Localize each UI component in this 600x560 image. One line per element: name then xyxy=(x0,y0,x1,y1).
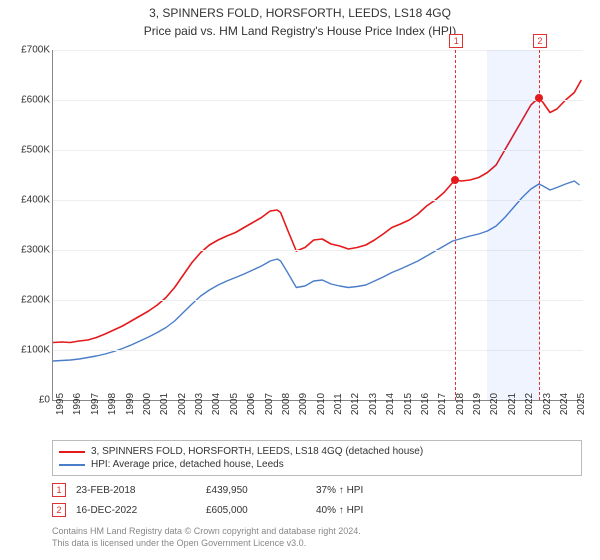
x-tick-label: 2025 xyxy=(576,393,587,415)
x-tick-label: 1998 xyxy=(107,393,118,415)
reference-point-pct: 40% ↑ HPI xyxy=(316,505,436,516)
footer-line-2: This data is licensed under the Open Gov… xyxy=(52,538,582,550)
y-tick-label: £200K xyxy=(2,295,50,306)
x-tick-label: 1996 xyxy=(72,393,83,415)
footer-line-1: Contains HM Land Registry data © Crown c… xyxy=(52,526,582,538)
x-tick-label: 1995 xyxy=(55,393,66,415)
x-tick-label: 2000 xyxy=(142,393,153,415)
legend-swatch xyxy=(59,451,85,453)
x-tick-label: 2008 xyxy=(281,393,292,415)
x-tick-label: 2017 xyxy=(437,393,448,415)
footer-attribution: Contains HM Land Registry data © Crown c… xyxy=(52,526,582,549)
x-tick-label: 2003 xyxy=(194,393,205,415)
y-tick-label: £300K xyxy=(2,245,50,256)
reference-point-date: 23-FEB-2018 xyxy=(76,485,196,496)
chart-plot-area: 12 xyxy=(52,50,583,401)
x-tick-label: 2015 xyxy=(403,393,414,415)
reference-point-row: 1 23-FEB-2018 £439,950 37% ↑ HPI xyxy=(52,480,582,500)
x-tick-label: 2020 xyxy=(489,393,500,415)
y-tick-label: £100K xyxy=(2,345,50,356)
x-tick-label: 2010 xyxy=(316,393,327,415)
x-tick-label: 2018 xyxy=(455,393,466,415)
x-tick-label: 2024 xyxy=(559,393,570,415)
x-tick-label: 2005 xyxy=(229,393,240,415)
x-tick-label: 2004 xyxy=(211,393,222,415)
chart-subtitle: Price paid vs. HM Land Registry's House … xyxy=(0,22,600,38)
reference-points-table: 1 23-FEB-2018 £439,950 37% ↑ HPI 2 16-DEC-202… xyxy=(52,480,582,520)
y-tick-label: £0 xyxy=(2,395,50,406)
reference-vline-label: 2 xyxy=(533,34,547,48)
reference-vline-label: 1 xyxy=(449,34,463,48)
reference-vline: 1 xyxy=(455,50,456,400)
reference-vline: 2 xyxy=(539,50,540,400)
legend-label: HPI: Average price, detached house, Leed… xyxy=(91,459,284,470)
x-tick-label: 2007 xyxy=(264,393,275,415)
x-tick-label: 2002 xyxy=(177,393,188,415)
reference-point-number: 2 xyxy=(52,503,66,517)
reference-point-price: £439,950 xyxy=(206,485,306,496)
x-tick-label: 2012 xyxy=(350,393,361,415)
x-tick-label: 2006 xyxy=(246,393,257,415)
series-marker xyxy=(535,94,543,102)
legend-item: HPI: Average price, detached house, Leed… xyxy=(59,458,575,471)
y-tick-label: £500K xyxy=(2,145,50,156)
series-marker xyxy=(451,176,459,184)
legend-swatch xyxy=(59,464,85,466)
x-tick-label: 1999 xyxy=(125,393,136,415)
x-tick-label: 2014 xyxy=(385,393,396,415)
x-tick-label: 2023 xyxy=(542,393,553,415)
y-tick-label: £600K xyxy=(2,95,50,106)
x-tick-label: 2013 xyxy=(368,393,379,415)
legend-box: 3, SPINNERS FOLD, HORSFORTH, LEEDS, LS18… xyxy=(52,440,582,476)
reference-point-date: 16-DEC-2022 xyxy=(76,505,196,516)
legend-item: 3, SPINNERS FOLD, HORSFORTH, LEEDS, LS18… xyxy=(59,445,575,458)
x-tick-label: 1997 xyxy=(90,393,101,415)
x-tick-label: 2009 xyxy=(298,393,309,415)
reference-point-number: 1 xyxy=(52,483,66,497)
shaded-period xyxy=(487,50,538,400)
reference-point-row: 2 16-DEC-2022 £605,000 40% ↑ HPI xyxy=(52,500,582,520)
y-tick-label: £400K xyxy=(2,195,50,206)
y-tick-label: £700K xyxy=(2,45,50,56)
reference-point-price: £605,000 xyxy=(206,505,306,516)
legend-label: 3, SPINNERS FOLD, HORSFORTH, LEEDS, LS18… xyxy=(91,446,423,457)
x-tick-label: 2011 xyxy=(333,393,344,415)
chart-title: 3, SPINNERS FOLD, HORSFORTH, LEEDS, LS18… xyxy=(0,0,600,22)
reference-point-pct: 37% ↑ HPI xyxy=(316,485,436,496)
x-tick-label: 2019 xyxy=(472,393,483,415)
x-tick-label: 2022 xyxy=(524,393,535,415)
x-tick-label: 2016 xyxy=(420,393,431,415)
x-tick-label: 2021 xyxy=(507,393,518,415)
x-tick-label: 2001 xyxy=(159,393,170,415)
